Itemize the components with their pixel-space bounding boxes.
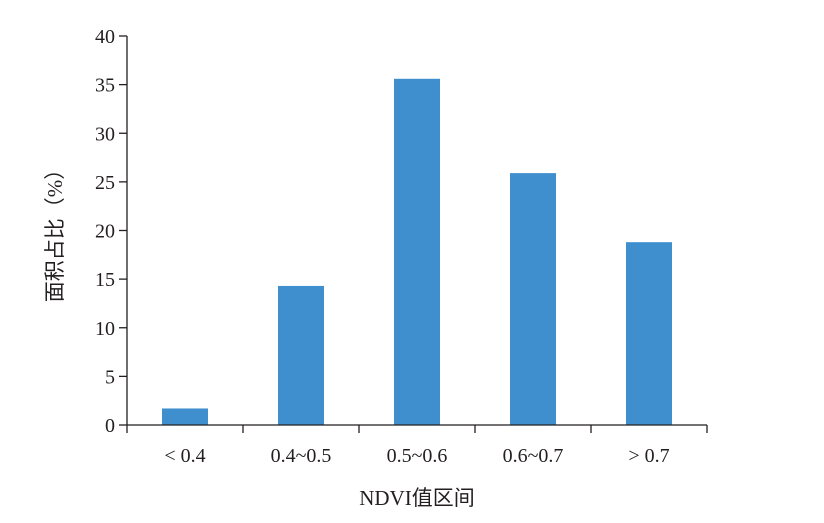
y-axis: 0 5 10 15 20 25 30 35 40 — [95, 26, 128, 437]
y-tick-label: 35 — [95, 75, 115, 97]
bar-1 — [162, 408, 208, 425]
y-axis-title: 面积占比（%） — [43, 159, 67, 303]
x-axis-title: NDVI值区间 — [359, 486, 475, 510]
x-tick-label: > 0.7 — [628, 445, 669, 467]
y-tick-label: 40 — [95, 26, 115, 48]
y-tick-label: 15 — [95, 269, 115, 291]
x-tick-label: 0.4~0.5 — [271, 445, 332, 467]
y-tick-label: 5 — [105, 366, 115, 388]
x-tick-label: 0.5~0.6 — [387, 445, 448, 467]
y-tick-label: 20 — [95, 221, 115, 243]
y-tick-label: 25 — [95, 172, 115, 194]
bar-5 — [626, 242, 672, 425]
bar-3 — [394, 78, 440, 425]
y-tick-label: 10 — [95, 318, 115, 340]
x-axis: < 0.4 0.4~0.5 0.5~0.6 0.6~0.7 > 0.7 — [126, 424, 708, 467]
bar-4 — [510, 173, 556, 425]
bars-group — [162, 78, 672, 425]
y-tick-label: 0 — [105, 415, 115, 437]
x-tick-label: 0.6~0.7 — [503, 445, 564, 467]
y-tick-label: 30 — [95, 123, 115, 145]
x-tick-label: < 0.4 — [164, 445, 205, 467]
bar-2 — [278, 285, 324, 425]
